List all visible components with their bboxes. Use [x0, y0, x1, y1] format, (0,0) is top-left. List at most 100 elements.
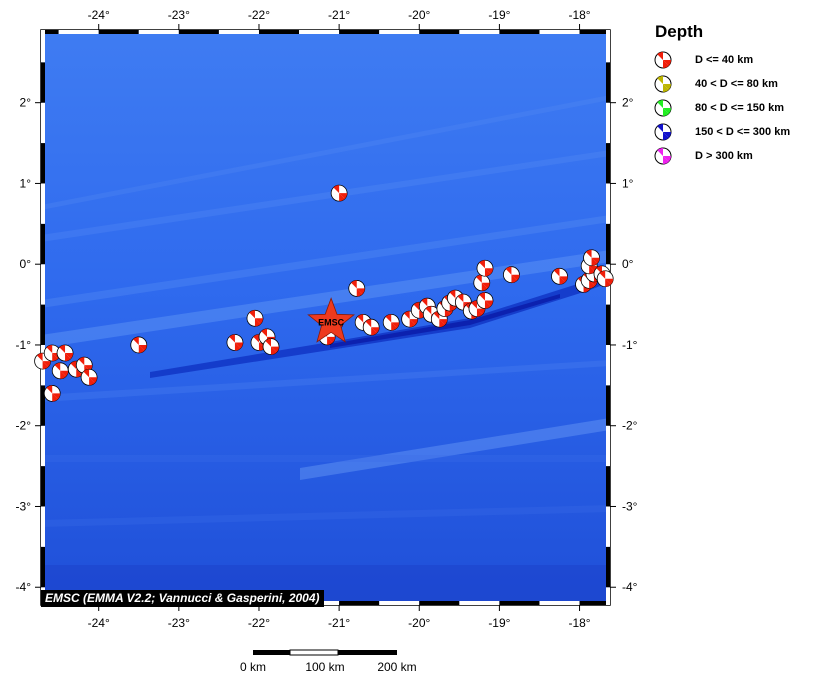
frame-check — [98, 30, 139, 34]
y-tick-label-left: 0° — [20, 257, 32, 271]
scale-label-100: 100 km — [305, 660, 344, 674]
frame-check — [258, 30, 300, 34]
frame-check — [41, 425, 45, 467]
deep-trench — [330, 294, 560, 348]
event-beachball-icon — [348, 280, 366, 297]
event-beachball-icon — [56, 344, 74, 362]
frame-check — [41, 102, 45, 144]
frame-check — [41, 506, 45, 547]
scale-label-0: 0 km — [240, 660, 266, 674]
x-tick-label-top: -22° — [248, 8, 270, 22]
event-beachball-icon — [596, 270, 614, 288]
frame-check — [41, 30, 59, 34]
x-tick-label-bottom: -22° — [248, 616, 270, 630]
x-tick-label-bottom: -21° — [328, 616, 350, 630]
y-tick-label-left: 1° — [20, 176, 32, 190]
epicenter-star: EMSC — [307, 297, 356, 343]
event-beachball-icon — [262, 338, 280, 355]
frame-check — [41, 385, 45, 426]
y-tick-label-right: 2° — [622, 96, 634, 110]
frame-check — [606, 30, 610, 63]
y-tick-label-right: -1° — [622, 338, 638, 352]
beachball-red-icon — [654, 51, 672, 69]
frame-check — [606, 385, 610, 426]
frame-check — [606, 506, 610, 547]
frame-check — [41, 183, 45, 224]
frame-check — [499, 601, 540, 605]
legend-item-intermediate: 40 < D <= 80 km — [650, 72, 810, 96]
ridge-band — [41, 215, 610, 308]
scale-segment — [253, 650, 290, 655]
y-tick-label-left: -3° — [16, 499, 32, 513]
y-tick-label-left: -1° — [16, 338, 32, 352]
frame-check — [41, 264, 45, 305]
legend-title: Depth — [655, 22, 704, 41]
ridge-band — [300, 418, 610, 480]
event-beachball-icon — [226, 334, 244, 351]
y-tick-label-right: 1° — [622, 176, 634, 190]
event-beachball-icon — [583, 249, 600, 267]
frame-check — [606, 183, 610, 224]
scale-bar: 0 km 100 km 200 km — [240, 649, 417, 674]
legend-label: D > 300 km — [695, 150, 753, 162]
x-tick-label-bottom: -23° — [168, 616, 190, 630]
frame-check — [138, 30, 179, 34]
frame-check — [539, 601, 580, 605]
event-beachball-icon — [476, 292, 494, 309]
frame-check — [41, 223, 45, 265]
bathymetry — [41, 30, 610, 605]
event-beachball-icon — [51, 362, 69, 380]
frame-check — [41, 62, 45, 103]
frame-check — [178, 30, 219, 34]
frame-check — [41, 466, 45, 507]
event-beachball-icon — [551, 267, 568, 285]
legend-label: D <= 40 km — [695, 54, 754, 66]
credit-label: EMSC (EMMA V2.2; Vannucci & Gasperini, 2… — [41, 590, 324, 607]
frame-check — [379, 30, 420, 34]
earthquake-events — [34, 184, 614, 402]
event-beachball-icon — [476, 259, 494, 277]
legend-item-deep: 150 < D <= 300 km — [650, 120, 810, 144]
axis-ticks: -24° -24° -23° -23° -22° -22° -21° -21° -20° -20°… — [16, 8, 638, 630]
x-tick-label-top: -24° — [88, 8, 110, 22]
frame-check — [499, 30, 540, 34]
beachball-green-icon — [654, 99, 672, 117]
x-tick-label-bottom: -24° — [88, 616, 110, 630]
frame-check — [419, 30, 460, 34]
x-tick-label-bottom: -19° — [488, 616, 510, 630]
legend-item-mid-deep: 80 < D <= 150 km — [650, 96, 810, 120]
x-tick-label-top: -20° — [408, 8, 430, 22]
frame-check — [419, 601, 460, 605]
star-icon — [307, 297, 356, 343]
y-tick-label-right: -4° — [622, 580, 638, 594]
x-tick-label-top: -23° — [168, 8, 190, 22]
frame-check — [299, 30, 340, 34]
event-beachball-icon — [362, 318, 380, 336]
event-beachball-icon — [43, 385, 61, 402]
frame-check — [339, 30, 380, 34]
star-label: EMSC — [318, 317, 345, 327]
y-tick-label-left: -4° — [16, 580, 32, 594]
event-beachball-icon — [258, 328, 276, 346]
y-tick-label-left: -2° — [16, 419, 32, 433]
legend-item-very-deep: D > 300 km — [650, 144, 810, 168]
frame-check — [339, 601, 380, 605]
y-tick-label-right: 0° — [622, 257, 634, 271]
frame-check — [41, 143, 45, 184]
frame-check — [41, 304, 45, 345]
scale-segment — [338, 650, 397, 655]
event-beachball-icon — [130, 336, 148, 354]
frame-check — [539, 30, 580, 34]
legend-item-shallow: D <= 40 km — [650, 48, 810, 72]
frame-check — [459, 601, 500, 605]
frame-check — [606, 546, 610, 588]
frame-check — [41, 546, 45, 588]
scale-label-200: 200 km — [377, 660, 416, 674]
beachball-magenta-icon — [654, 147, 672, 165]
ridge-band — [41, 250, 610, 348]
x-tick-label-bottom: -20° — [408, 616, 430, 630]
legend-label: 80 < D <= 150 km — [695, 102, 784, 114]
frame-check — [579, 30, 610, 34]
frame-check — [606, 425, 610, 467]
